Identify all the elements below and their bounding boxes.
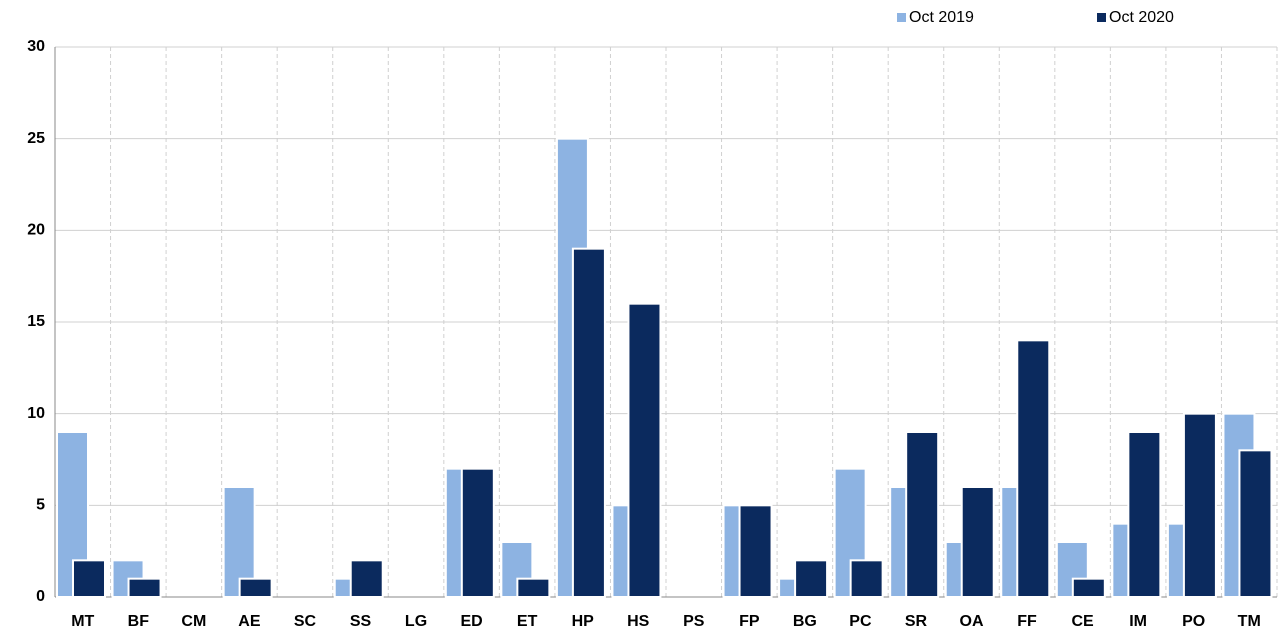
y-tick-label: 15 — [27, 313, 45, 330]
y-tick-label: 30 — [27, 38, 45, 55]
bar — [1127, 431, 1162, 598]
x-tick-label: CE — [1071, 613, 1094, 630]
x-tick-label: PO — [1182, 613, 1205, 630]
x-tick-label: CM — [181, 613, 206, 630]
x-tick-label: IM — [1129, 613, 1147, 630]
bar — [1238, 449, 1273, 599]
bar — [627, 302, 662, 598]
y-tick-label: 5 — [36, 497, 45, 514]
bar — [794, 559, 829, 598]
x-tick-label: ET — [517, 613, 538, 630]
x-tick-label: PS — [683, 613, 705, 630]
bar — [849, 559, 884, 598]
bar — [460, 467, 495, 598]
legend-swatch — [897, 13, 906, 22]
x-tick-label: SS — [350, 613, 372, 630]
x-tick-label: MT — [71, 613, 94, 630]
x-tick-label: SC — [294, 613, 317, 630]
x-tick-label: LG — [405, 613, 427, 630]
x-tick-label: TM — [1238, 613, 1261, 630]
bar — [571, 247, 606, 599]
bar — [738, 504, 773, 599]
x-tick-label: HS — [627, 613, 650, 630]
bar — [349, 559, 384, 598]
bar — [127, 577, 162, 599]
y-tick-label: 25 — [27, 130, 45, 147]
bar — [516, 577, 551, 599]
x-tick-label: BG — [793, 613, 817, 630]
bar — [222, 486, 256, 598]
bar — [960, 486, 995, 598]
bar — [1182, 412, 1217, 598]
bar — [1016, 339, 1051, 598]
x-tick-label: FP — [739, 613, 760, 630]
y-tick-label: 0 — [36, 588, 45, 605]
x-tick-label: OA — [960, 613, 984, 630]
y-tick-label: 10 — [27, 405, 45, 422]
x-tick-label: BF — [128, 613, 150, 630]
x-tick-label: AE — [238, 613, 261, 630]
bar — [905, 431, 940, 598]
bar — [72, 559, 106, 598]
x-tick-label: ED — [460, 613, 482, 630]
bar — [238, 577, 273, 599]
legend-label: Oct 2020 — [1109, 9, 1174, 26]
x-tick-label: SR — [905, 613, 928, 630]
legend-label: Oct 2019 — [909, 9, 974, 26]
y-tick-label: 20 — [27, 222, 45, 239]
x-tick-label: FF — [1017, 613, 1037, 630]
legend-swatch — [1097, 13, 1106, 22]
x-tick-label: PC — [849, 613, 872, 630]
x-tick-label: HP — [572, 613, 595, 630]
bar — [1071, 577, 1106, 599]
